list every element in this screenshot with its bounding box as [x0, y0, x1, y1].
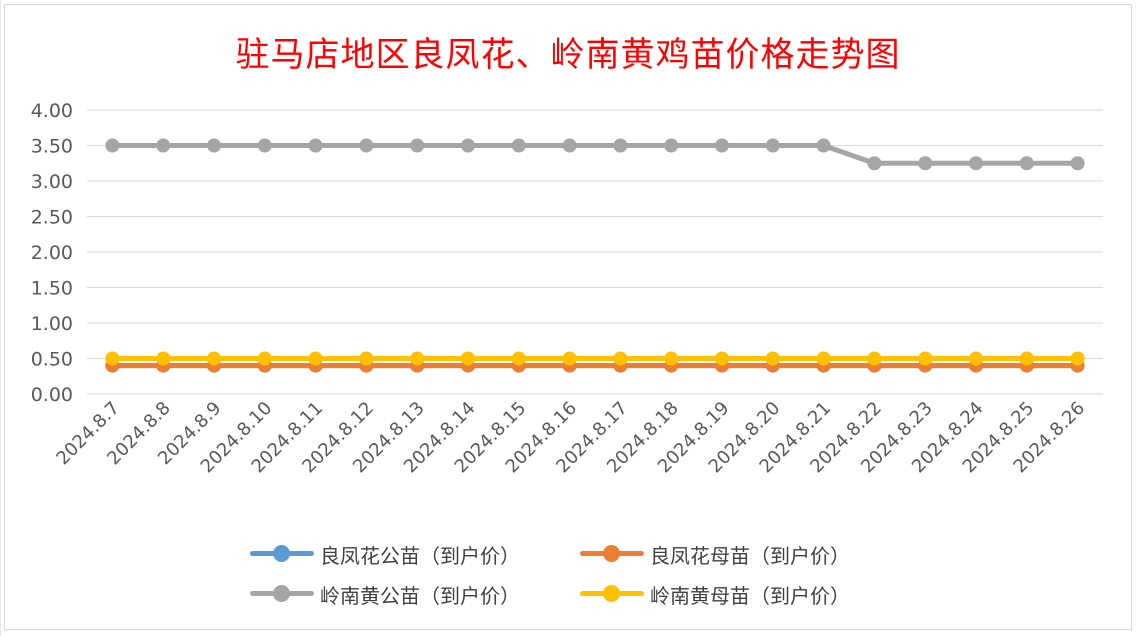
data-point: [867, 351, 882, 366]
data-point: [257, 138, 272, 153]
data-point: [511, 138, 526, 153]
data-point: [359, 351, 374, 366]
legend: 良凤花公苗（到户价） 良凤花母苗（到户价） 岭南黄公苗（到户价） 岭南黄母苗（到…: [250, 541, 930, 608]
data-point: [308, 138, 323, 153]
plot-area: 0.000.501.001.502.002.503.003.504.00 202…: [31, 100, 1103, 477]
data-point: [613, 138, 628, 153]
data-point: [664, 351, 679, 366]
data-point: [1019, 156, 1034, 171]
data-point: [918, 156, 933, 171]
data-point: [359, 138, 374, 153]
data-point: [410, 138, 425, 153]
data-point: [1019, 351, 1034, 366]
legend-marker-series-2: [580, 541, 644, 567]
data-point: [715, 138, 729, 153]
data-point: [1070, 351, 1085, 366]
data-point: [461, 138, 475, 153]
data-point: [969, 351, 983, 366]
series-line: [109, 143, 1081, 166]
data-point: [207, 138, 221, 153]
legend-item-series-3: 岭南黄公苗（到户价）: [250, 581, 580, 608]
data-point: [969, 156, 983, 171]
data-point: [511, 351, 526, 366]
chart-title: 驻马店地区良凤花、岭南黄鸡苗价格走势图: [235, 35, 901, 75]
y-tick-label: 3.50: [31, 136, 73, 158]
data-point: [156, 138, 171, 153]
y-tick-label: 0.50: [31, 349, 73, 371]
data-point: [562, 351, 577, 366]
data-point: [765, 351, 780, 366]
series-3: [105, 138, 1085, 171]
legend-marker-series-4: [580, 581, 644, 607]
data-point: [816, 351, 831, 366]
series-4: [105, 351, 1085, 366]
y-tick-label: 1.00: [31, 313, 73, 335]
data-point: [257, 351, 272, 366]
legend-label-series-3: 岭南黄公苗（到户价）: [320, 583, 520, 608]
data-point: [867, 156, 882, 171]
data-point: [664, 138, 679, 153]
legend-marker-series-1: [250, 541, 314, 567]
data-point: [918, 351, 933, 366]
y-tick-label: 2.00: [31, 242, 73, 264]
data-point: [105, 138, 120, 153]
legend-label-series-2: 良凤花母苗（到户价）: [650, 543, 850, 568]
y-tick-label: 3.00: [31, 171, 73, 193]
y-tick-label: 2.50: [31, 207, 73, 229]
legend-item-series-2: 良凤花母苗（到户价）: [580, 541, 910, 568]
legend-item-series-1: 良凤花公苗（到户价）: [250, 541, 580, 568]
legend-label-series-4: 岭南黄母苗（到户价）: [650, 583, 850, 608]
legend-label-series-1: 良凤花公苗（到户价）: [320, 543, 520, 568]
data-point: [156, 351, 171, 366]
data-point: [105, 351, 120, 366]
data-point: [765, 138, 780, 153]
y-tick-label: 1.50: [31, 278, 73, 300]
data-point: [562, 138, 577, 153]
legend-marker-series-3: [250, 581, 314, 607]
y-tick-label: 0.00: [31, 384, 73, 406]
data-point: [1070, 156, 1085, 171]
data-point: [816, 138, 831, 153]
chart-area[interactable]: 驻马店地区良凤花、岭南黄鸡苗价格走势图 0.00 0.50 1.00 1.50 2.00…: [4, 4, 1132, 630]
legend-item-series-4: 岭南黄母苗（到户价）: [580, 581, 910, 608]
data-point: [308, 351, 323, 366]
data-point: [461, 351, 475, 366]
data-point: [715, 351, 729, 366]
y-tick-label: 4.00: [31, 100, 73, 122]
data-point: [207, 351, 221, 366]
data-point: [410, 351, 425, 366]
data-point: [613, 351, 628, 366]
